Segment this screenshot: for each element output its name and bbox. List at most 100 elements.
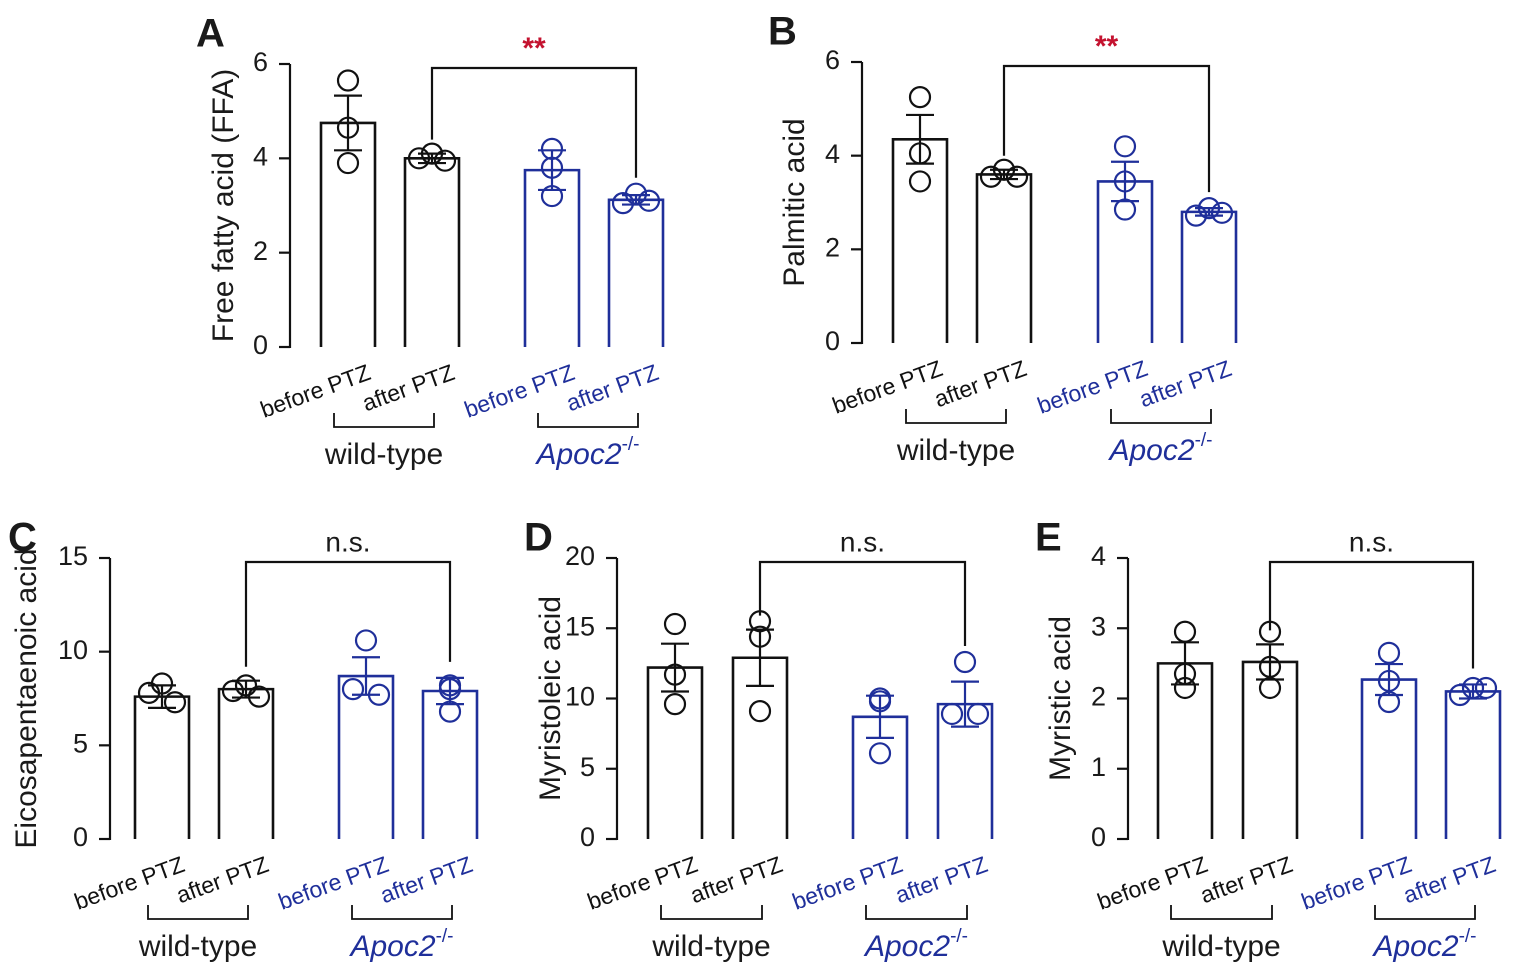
data-point bbox=[341, 678, 365, 701]
data-point bbox=[336, 116, 360, 139]
group-label-apoc2-superscript: -/- bbox=[1459, 926, 1477, 947]
data-point bbox=[1210, 201, 1234, 224]
y-tick-label: 0 bbox=[73, 822, 88, 852]
data-point bbox=[433, 149, 457, 172]
data-point bbox=[438, 700, 462, 723]
data-point bbox=[367, 683, 391, 706]
group-bracket bbox=[351, 905, 453, 920]
y-tick-label: 4 bbox=[825, 139, 840, 169]
data-point bbox=[868, 690, 892, 713]
group-label-apoc2-base: Apoc2 bbox=[348, 930, 435, 963]
data-point bbox=[1377, 641, 1401, 664]
data-point bbox=[247, 685, 271, 708]
group-label-apoc2: Apoc2-/- bbox=[1371, 926, 1476, 963]
group-label-apoc2-base: Apoc2 bbox=[1107, 434, 1194, 467]
bar bbox=[1180, 210, 1238, 343]
data-point bbox=[1258, 655, 1282, 678]
data-point bbox=[663, 693, 687, 716]
y-tick-label: 1 bbox=[1091, 752, 1106, 782]
data-point bbox=[1113, 170, 1137, 193]
category-label: after PTZ bbox=[377, 851, 476, 908]
data-point bbox=[908, 170, 932, 193]
y-tick-label: 5 bbox=[73, 728, 88, 758]
data-point bbox=[992, 158, 1016, 181]
data-point bbox=[1184, 204, 1208, 227]
data-point bbox=[748, 700, 772, 723]
y-tick-label: 10 bbox=[58, 635, 88, 665]
data-point bbox=[940, 702, 964, 726]
panel-letter: C bbox=[8, 516, 37, 560]
data-point bbox=[540, 156, 564, 179]
group-bracket bbox=[333, 413, 435, 428]
y-tick-label: 15 bbox=[565, 611, 595, 641]
significance-label: ** bbox=[522, 32, 546, 65]
data-point bbox=[221, 679, 245, 703]
data-point bbox=[611, 192, 635, 215]
data-point bbox=[336, 151, 360, 175]
y-axis-label: Myristoleic acid bbox=[534, 596, 567, 801]
data-point bbox=[354, 629, 378, 652]
y-tick-label: 5 bbox=[580, 752, 595, 782]
group-label-apoc2: Apoc2-/- bbox=[348, 926, 453, 963]
comparison-bracket bbox=[430, 66, 638, 178]
group-bracket bbox=[537, 413, 639, 428]
data-point bbox=[979, 165, 1003, 188]
y-tick-label: 2 bbox=[1091, 682, 1106, 712]
y-tick-label: 3 bbox=[1091, 611, 1106, 641]
group-label-wildtype: wild-type bbox=[1161, 930, 1280, 963]
category-label: after PTZ bbox=[1400, 851, 1499, 908]
category-label: after PTZ bbox=[173, 851, 272, 908]
panel-letter: D bbox=[524, 516, 553, 560]
group-label-apoc2-superscript: -/- bbox=[622, 434, 640, 455]
category-label: before PTZ bbox=[1034, 355, 1151, 419]
category-label: before PTZ bbox=[275, 851, 392, 915]
y-tick-label: 0 bbox=[253, 330, 268, 360]
group-label-apoc2-base: Apoc2 bbox=[534, 438, 621, 471]
data-point bbox=[637, 189, 661, 212]
chart-panel-c: C 0 5 10 15 Eicosapentaenoic acid before PTZaf… bbox=[8, 516, 479, 963]
y-tick-label: 0 bbox=[825, 326, 840, 356]
category-label: before PTZ bbox=[789, 851, 906, 915]
data-point bbox=[953, 650, 977, 674]
group-bracket bbox=[865, 905, 968, 920]
y-tick-label: 15 bbox=[58, 541, 88, 571]
data-point bbox=[663, 612, 687, 636]
group-label-apoc2-base: Apoc2 bbox=[863, 930, 950, 963]
panel-letter: B bbox=[768, 10, 797, 54]
group-label-apoc2: Apoc2-/- bbox=[534, 434, 639, 471]
group-bracket bbox=[1170, 905, 1273, 920]
data-point bbox=[1173, 676, 1197, 700]
y-axis-label: Eicosapentaenoic acid bbox=[10, 548, 43, 848]
data-point bbox=[663, 663, 687, 686]
data-point bbox=[748, 625, 772, 648]
group-label-apoc2: Apoc2-/- bbox=[863, 926, 968, 963]
data-point bbox=[420, 142, 444, 165]
y-tick-label: 20 bbox=[565, 541, 595, 571]
category-label: before PTZ bbox=[1094, 851, 1211, 915]
category-label: after PTZ bbox=[1136, 355, 1235, 412]
category-label: before PTZ bbox=[461, 359, 578, 423]
data-point bbox=[336, 69, 360, 92]
data-point bbox=[908, 142, 932, 165]
category-label: after PTZ bbox=[563, 359, 662, 416]
data-point bbox=[1113, 135, 1137, 158]
data-point bbox=[1197, 197, 1221, 220]
y-tick-label: 6 bbox=[253, 47, 268, 77]
bar bbox=[607, 198, 665, 347]
data-point bbox=[438, 678, 462, 701]
group-bracket bbox=[147, 905, 249, 920]
significance-label: ** bbox=[1095, 30, 1119, 63]
group-label-wildtype: wild-type bbox=[138, 930, 257, 963]
y-tick-label: 4 bbox=[253, 141, 268, 171]
category-label: before PTZ bbox=[584, 851, 701, 915]
y-tick-label: 2 bbox=[253, 236, 268, 266]
group-bracket bbox=[660, 905, 763, 920]
ns-label: n.s. bbox=[840, 526, 885, 557]
bar bbox=[1444, 690, 1502, 839]
group-label-apoc2: Apoc2-/- bbox=[1107, 430, 1212, 467]
group-label-apoc2-superscript: -/- bbox=[436, 926, 454, 947]
